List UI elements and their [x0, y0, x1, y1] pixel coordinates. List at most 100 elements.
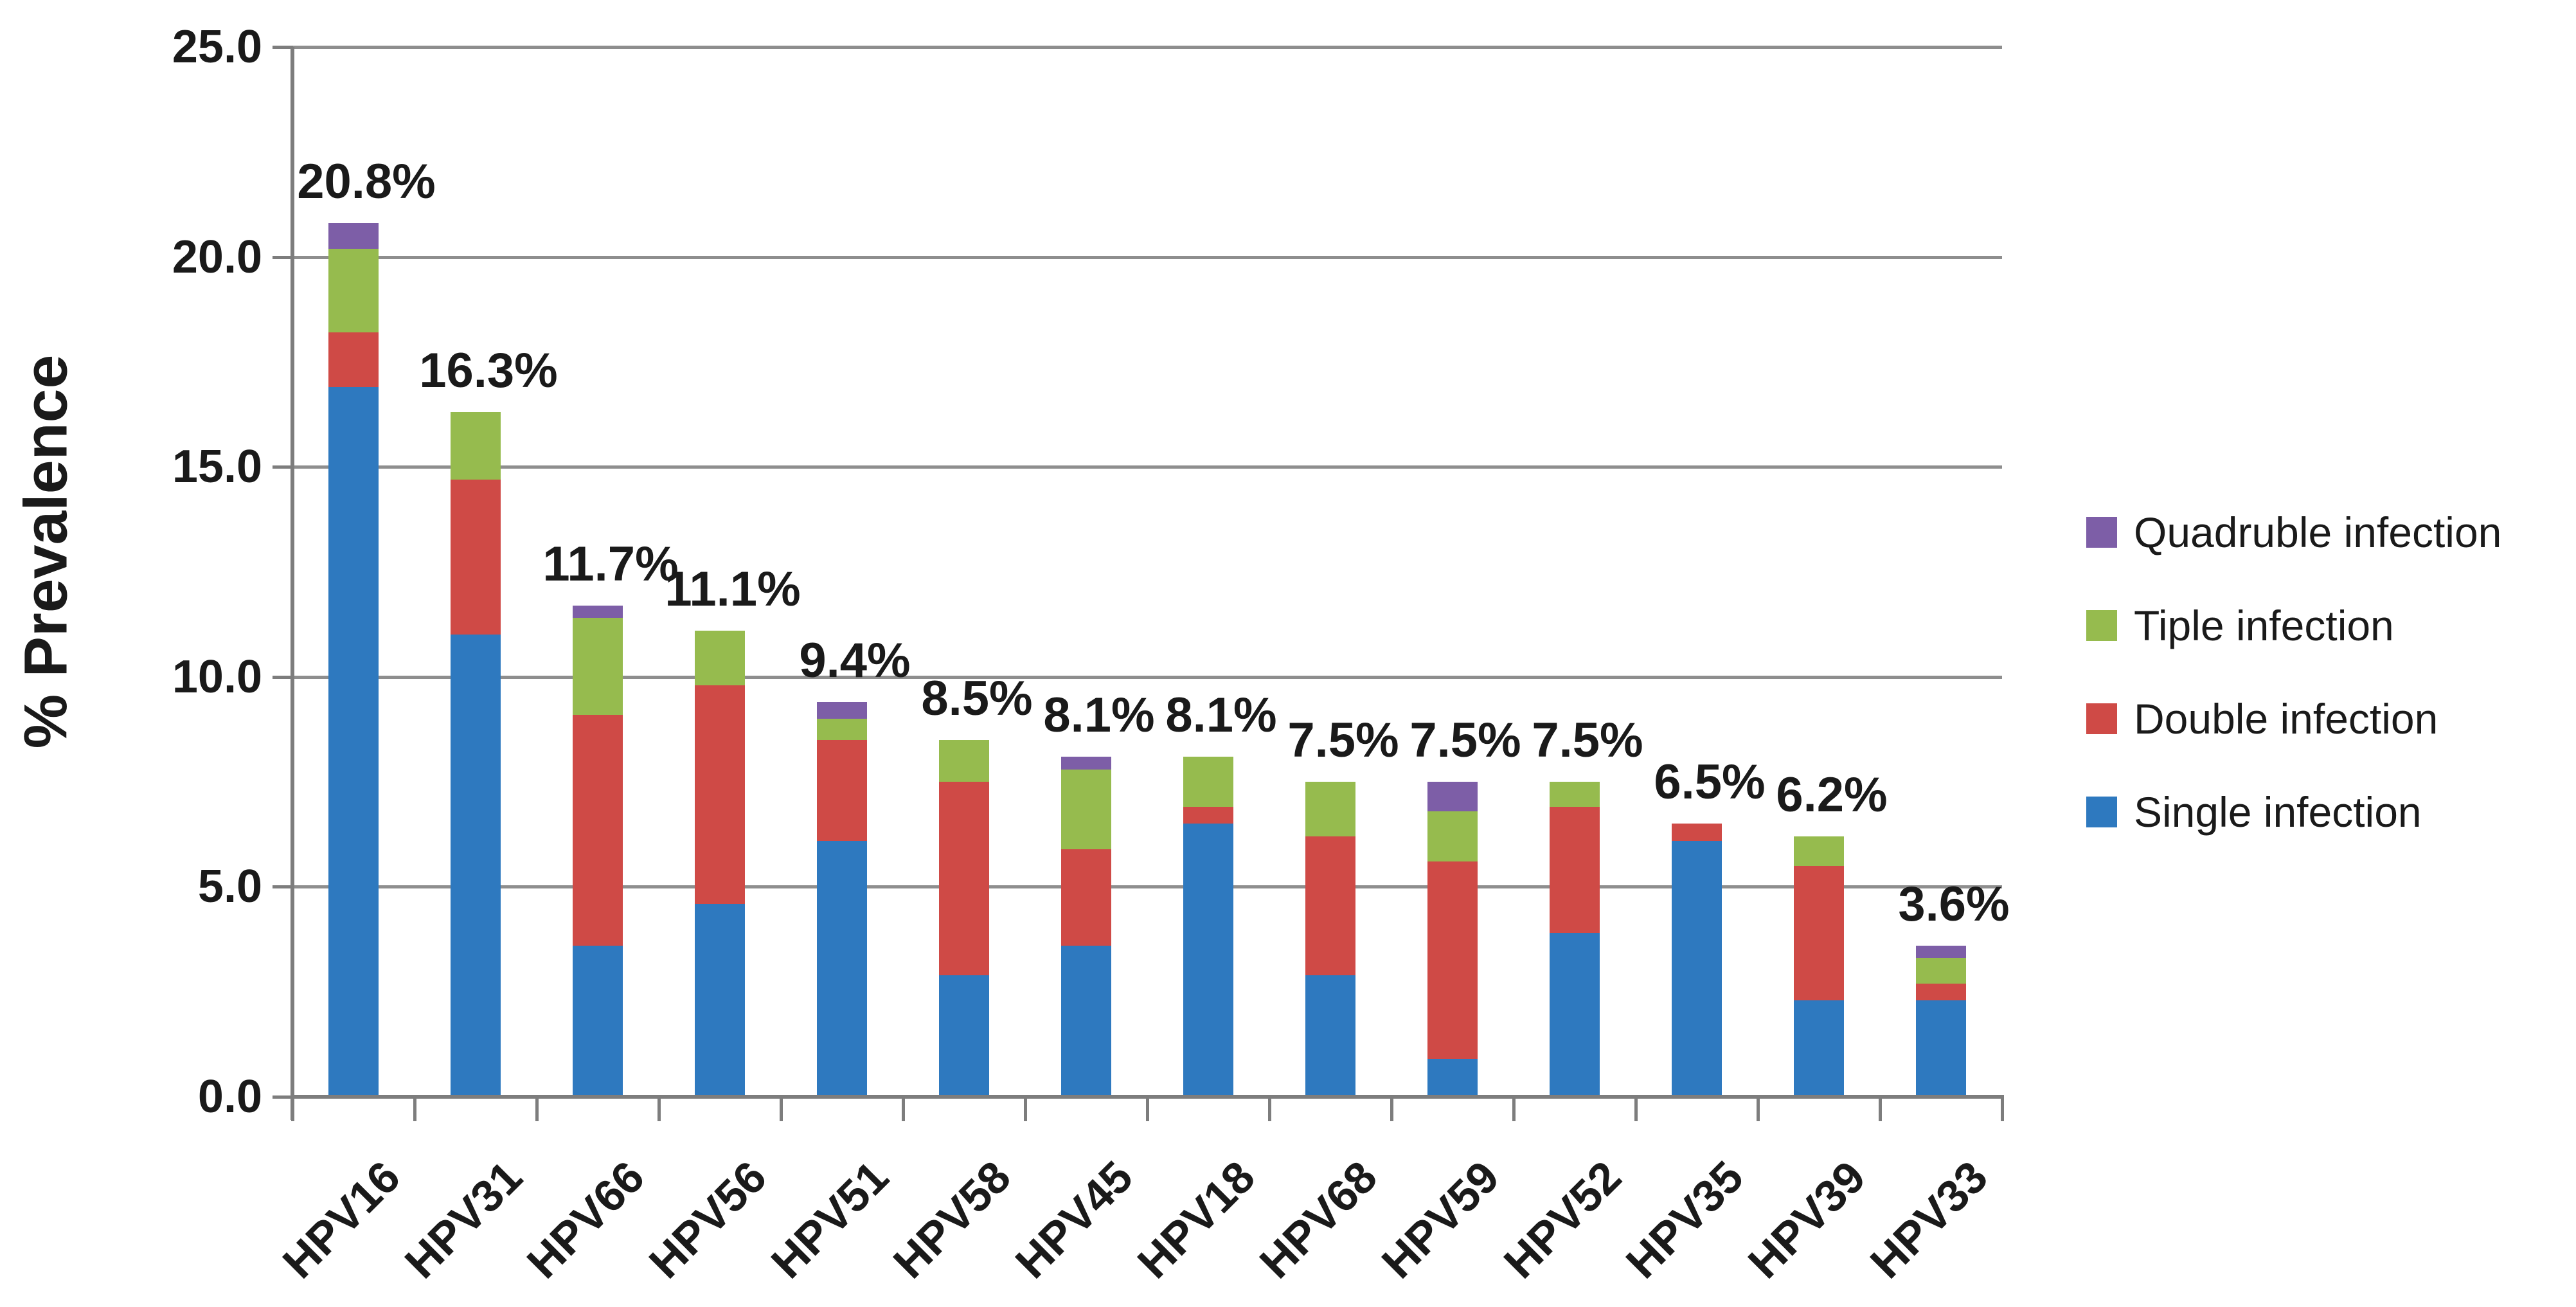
x-tick-4: [780, 1097, 783, 1121]
bar-HPV58-double: [939, 782, 989, 975]
bar-HPV16-single: [328, 387, 379, 1097]
x-category-label-HPV39: HPV39: [1739, 1151, 1875, 1288]
x-tick-14: [2001, 1097, 2004, 1121]
x-category-label-HPV35: HPV35: [1616, 1151, 1753, 1288]
bar-HPV66-quadruble: [573, 605, 623, 618]
gridline-20: [292, 255, 2002, 259]
bar-HPV66-double: [573, 714, 623, 946]
bar-total-label-HPV58: 8.5%: [921, 671, 1033, 726]
y-tick-15.0: [273, 465, 293, 469]
bar-total-label-HPV51: 9.4%: [799, 633, 911, 688]
bar-HPV33-tiple: [1916, 958, 1966, 984]
legend-label: Single infection: [2134, 788, 2422, 836]
gridline-5: [292, 885, 2002, 889]
y-tick-20.0: [273, 255, 293, 259]
bar-HPV52-tiple: [1550, 782, 1600, 807]
bar-HPV66-tiple: [573, 618, 623, 715]
legend-swatch-icon: [2086, 703, 2117, 734]
bar-HPV68-tiple: [1305, 782, 1355, 836]
bar-HPV35-single: [1672, 840, 1722, 1097]
x-category-label-HPV45: HPV45: [1006, 1151, 1143, 1288]
x-tick-2: [535, 1097, 539, 1121]
gridline-10: [292, 675, 2002, 679]
y-tick-label-20.0: 20.0: [172, 231, 262, 283]
bar-HPV59-tiple: [1427, 811, 1478, 862]
x-tick-11: [1634, 1097, 1638, 1121]
bar-HPV59-quadruble: [1427, 782, 1478, 811]
y-tick-5.0: [273, 885, 293, 889]
bar-HPV45-quadruble: [1061, 756, 1111, 770]
bar-HPV59-double: [1427, 861, 1478, 1059]
bar-HPV68-double: [1305, 836, 1355, 975]
bar-HPV18-tiple: [1183, 756, 1233, 807]
bar-HPV51-quadruble: [817, 701, 867, 719]
bar-total-label-HPV35: 6.5%: [1654, 755, 1766, 810]
bar-HPV18-double: [1183, 807, 1233, 824]
y-axis-line: [291, 47, 294, 1120]
x-tick-5: [902, 1097, 905, 1121]
legend-item-tiple: Tiple infection: [2086, 604, 2394, 647]
bar-HPV33-double: [1916, 983, 1966, 1000]
legend-item-quadruble: Quadruble infection: [2086, 511, 2501, 554]
x-tick-9: [1390, 1097, 1393, 1121]
x-tick-6: [1024, 1097, 1027, 1121]
bar-total-label-HPV16: 20.8%: [297, 154, 436, 210]
bar-HPV66-single: [573, 945, 623, 1097]
x-category-label-HPV33: HPV33: [1861, 1151, 1998, 1288]
x-tick-7: [1146, 1097, 1149, 1121]
x-category-label-HPV66: HPV66: [517, 1151, 654, 1288]
legend-swatch-icon: [2086, 797, 2117, 827]
bar-HPV51-single: [817, 840, 867, 1097]
y-tick-25.0: [273, 46, 293, 49]
y-tick-label-15.0: 15.0: [172, 441, 262, 493]
gridline-25: [292, 46, 2002, 49]
bar-HPV52-single: [1550, 933, 1600, 1097]
bar-total-label-HPV45: 8.1%: [1043, 687, 1155, 743]
legend-label: Tiple infection: [2134, 602, 2394, 649]
x-category-label-HPV59: HPV59: [1372, 1151, 1509, 1288]
x-tick-10: [1512, 1097, 1516, 1121]
bar-HPV51-double: [817, 739, 867, 841]
bar-total-label-HPV31: 16.3%: [419, 343, 558, 399]
x-category-label-HPV31: HPV31: [395, 1151, 532, 1288]
bar-total-label-HPV18: 8.1%: [1165, 687, 1277, 743]
bar-HPV58-tiple: [939, 739, 989, 782]
x-tick-12: [1757, 1097, 1760, 1121]
x-tick-8: [1268, 1097, 1271, 1121]
x-category-label-HPV52: HPV52: [1494, 1151, 1631, 1288]
bar-HPV16-quadruble: [328, 223, 379, 249]
bar-HPV68-single: [1305, 975, 1355, 1097]
y-tick-label-25.0: 25.0: [172, 21, 262, 73]
x-tick-1: [413, 1097, 416, 1121]
y-tick-label-0.0: 0.0: [197, 1071, 262, 1122]
bar-HPV35-double: [1672, 824, 1722, 841]
bar-HPV33-quadruble: [1916, 945, 1966, 959]
y-tick-label-5.0: 5.0: [197, 861, 262, 913]
bar-HPV56-single: [695, 903, 745, 1097]
x-category-label-HPV51: HPV51: [762, 1151, 899, 1288]
bar-HPV16-double: [328, 332, 379, 388]
bar-HPV31-double: [451, 479, 501, 635]
x-category-label-HPV68: HPV68: [1250, 1151, 1387, 1288]
bar-HPV45-double: [1061, 849, 1111, 946]
bar-HPV51-tiple: [817, 719, 867, 740]
y-axis-title: % Prevalence: [12, 354, 80, 749]
gridline-15: [292, 465, 2002, 469]
legend-swatch-icon: [2086, 610, 2117, 641]
bar-HPV31-tiple: [451, 412, 501, 480]
bar-HPV39-tiple: [1794, 836, 1844, 866]
bar-total-label-HPV33: 3.6%: [1898, 876, 2010, 932]
bar-total-label-HPV56: 11.1%: [665, 561, 801, 617]
bar-HPV45-single: [1061, 945, 1111, 1097]
x-tick-13: [1879, 1097, 1882, 1121]
bar-total-label-HPV59: 7.5%: [1409, 713, 1521, 768]
legend-item-double: Double infection: [2086, 698, 2438, 740]
bar-HPV52-double: [1550, 807, 1600, 933]
x-axis-line: [291, 1095, 2004, 1099]
bar-HPV31-single: [451, 635, 501, 1097]
bar-total-label-HPV66: 11.7%: [542, 536, 679, 591]
bar-HPV33-single: [1916, 1000, 1966, 1097]
x-tick-3: [657, 1097, 661, 1121]
y-tick-label-10.0: 10.0: [172, 651, 262, 703]
